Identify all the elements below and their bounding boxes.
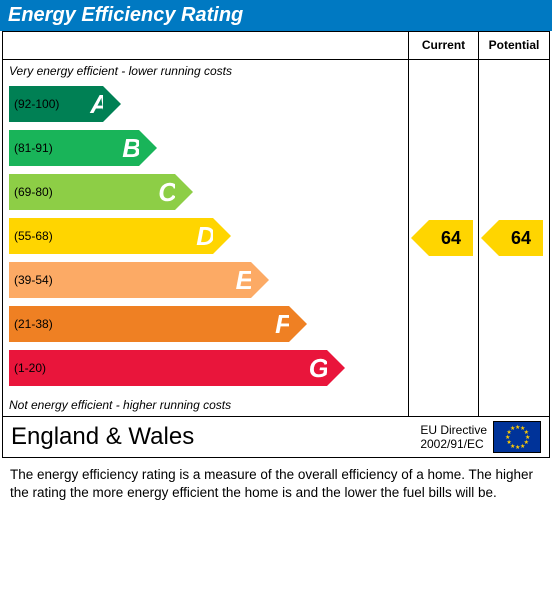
title-bar: Energy Efficiency Rating: [0, 0, 552, 31]
band-range-e: (39-54): [9, 273, 53, 287]
potential-pointer: 64: [481, 220, 543, 256]
bands-area: (92-100) A (81-91) B (69-80) C (55-68) D (39-54)…: [3, 82, 408, 394]
eu-directive: EU Directive 2002/91/EC: [420, 423, 487, 452]
band-range-g: (1-20): [9, 361, 46, 375]
epc-chart: Energy Efficiency Rating Very energy eff…: [0, 0, 552, 510]
band-bar-a: (92-100)A: [9, 86, 103, 122]
band-row-f: (21-38) F: [9, 302, 402, 346]
region-name: England & Wales: [11, 423, 420, 451]
eu-flag-icon: ★★★★★★★★★★★★: [493, 421, 541, 453]
band-range-d: (55-68): [9, 229, 53, 243]
band-letter-f: F: [275, 309, 291, 340]
band-row-a: (92-100) A: [9, 82, 402, 126]
potential-header: Potential: [479, 32, 549, 60]
band-row-b: (81-91) B: [9, 126, 402, 170]
band-row-c: (69-80) C: [9, 170, 402, 214]
band-letter-d: D: [196, 221, 215, 252]
band-letter-e: E: [236, 265, 253, 296]
band-row-e: (39-54) E: [9, 258, 402, 302]
potential-pointer-value: 64: [499, 220, 543, 256]
band-letter-c: C: [158, 177, 177, 208]
band-row-g: (1-20) G: [9, 346, 402, 390]
band-bar-d: (55-68) D: [9, 218, 213, 254]
caption-text: The energy efficiency rating is a measur…: [0, 458, 552, 510]
current-pointer: 64: [411, 220, 473, 256]
current-pointer-value: 64: [429, 220, 473, 256]
band-bar-c: (69-80) C: [9, 174, 175, 210]
band-range-c: (69-80): [9, 185, 53, 199]
region-row: England & Wales EU Directive 2002/91/EC …: [2, 417, 550, 458]
current-column: Current 64: [409, 32, 479, 416]
band-range-b: (81-91): [9, 141, 53, 155]
bands-column: Very energy efficient - lower running co…: [3, 32, 409, 416]
band-bar-g: (1-20) G: [9, 350, 327, 386]
band-letter-a: A: [90, 89, 109, 120]
band-range-f: (21-38): [9, 317, 53, 331]
band-bar-f: (21-38) F: [9, 306, 289, 342]
band-range-a: (92-100): [9, 97, 59, 111]
band-letter-g: G: [309, 353, 329, 384]
subtitle-bottom: Not energy efficient - higher running co…: [3, 394, 408, 416]
band-row-d: (55-68) D: [9, 214, 402, 258]
current-header: Current: [409, 32, 478, 60]
band-bar-e: (39-54) E: [9, 262, 251, 298]
chart-grid: Very energy efficient - lower running co…: [2, 31, 550, 417]
potential-column: Potential 64: [479, 32, 549, 416]
band-letter-b: B: [122, 133, 141, 164]
subtitle-top: Very energy efficient - lower running co…: [3, 60, 408, 82]
band-bar-b: (81-91) B: [9, 130, 139, 166]
